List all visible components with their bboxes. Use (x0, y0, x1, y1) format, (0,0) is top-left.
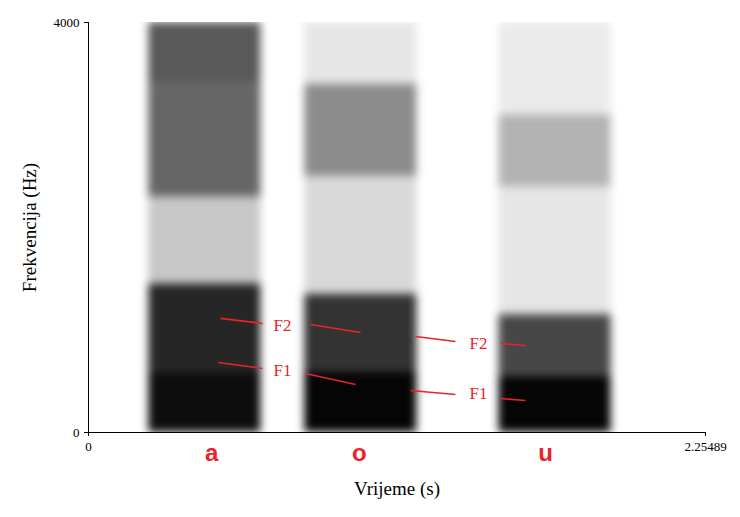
svg-text:F1: F1 (469, 384, 487, 403)
svg-text:4000: 4000 (54, 15, 80, 30)
svg-text:0: 0 (85, 439, 92, 454)
svg-text:u: u (538, 439, 553, 466)
svg-text:a: a (205, 439, 219, 466)
svg-text:0: 0 (73, 425, 80, 440)
svg-text:F2: F2 (274, 316, 292, 335)
svg-text:F2: F2 (469, 334, 487, 353)
svg-text:F1: F1 (274, 361, 292, 380)
svg-text:Vrijeme (s): Vrijeme (s) (354, 478, 440, 500)
svg-text:2.25489: 2.25489 (684, 439, 726, 454)
svg-text:Frekvencija (Hz): Frekvencija (Hz) (19, 163, 41, 292)
svg-text:o: o (352, 439, 367, 466)
